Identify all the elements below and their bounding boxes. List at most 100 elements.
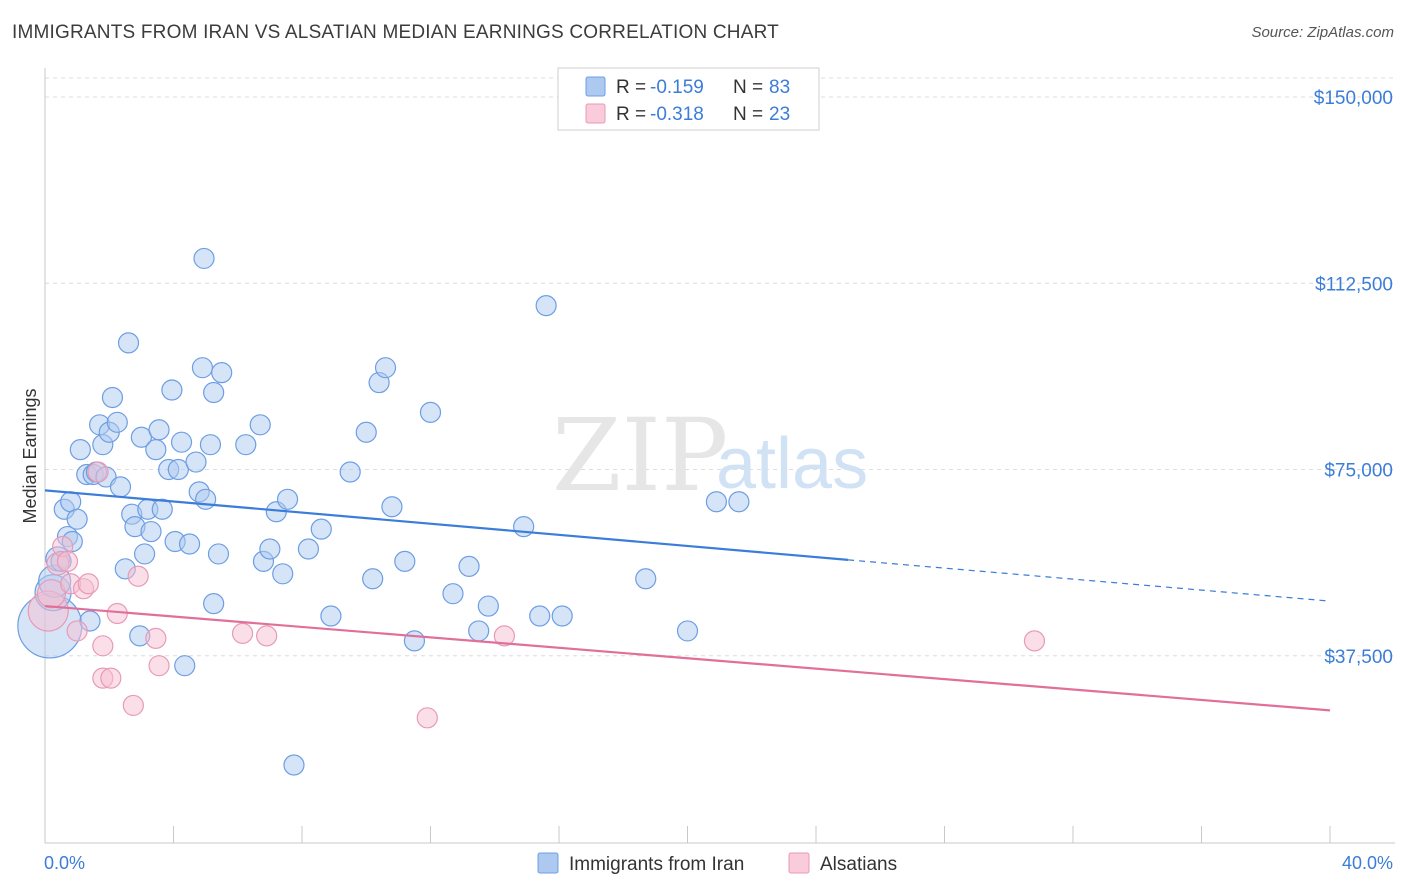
- x-tick-max: 40.0%: [1342, 853, 1393, 873]
- trend-line-alsatians: [44, 604, 1331, 712]
- iran-point-54: [259, 538, 281, 560]
- iran-point-41: [185, 451, 207, 473]
- series-iran-points: [17, 247, 750, 776]
- watermark-zip: ZIP: [552, 397, 728, 514]
- trend-line-iran-extrapolated: [848, 559, 1331, 602]
- iran-point-76: [529, 605, 551, 627]
- iran-point-62: [339, 461, 361, 483]
- iran-point-37: [167, 458, 189, 481]
- iran-point-35: [161, 379, 183, 401]
- alsatians-point-17: [148, 655, 170, 677]
- iran-point-68: [394, 550, 416, 572]
- iran-point-45: [195, 488, 217, 510]
- iran-point-50: [211, 362, 233, 384]
- trend-line-iran: [44, 489, 849, 561]
- iran-point-81: [705, 491, 728, 513]
- legend-r-label-2: R =: [616, 104, 646, 125]
- watermark: ZIP atlas: [552, 397, 868, 514]
- iran-point-61: [320, 605, 342, 627]
- iran-point-47: [203, 381, 225, 404]
- iran-point-58: [283, 754, 305, 776]
- bottom-legend-label-iran: Immigrants from Iran: [569, 854, 744, 875]
- grid-lines: [45, 77, 1395, 657]
- y-tick-label-1: $75,000: [1324, 461, 1393, 482]
- legend: R = -0.159 N = 83 R = -0.318 N = 23: [557, 67, 820, 131]
- y-tick-label-2: $112,500: [1315, 274, 1393, 295]
- bottom-legend-swatch-iran: [537, 852, 559, 874]
- legend-n-label-2: N =: [733, 104, 763, 125]
- legend-n-value-1: 83: [769, 77, 790, 98]
- alsatians-point-10: [92, 635, 114, 657]
- iran-point-66: [374, 357, 397, 379]
- iran-point-28: [133, 543, 156, 565]
- legend-r-value-1: -0.159: [650, 77, 704, 98]
- y-tick-labels: $37,500 $75,000 $112,500 $150,000: [1314, 88, 1393, 668]
- iran-point-79: [635, 568, 657, 590]
- y-tick-label-3: $150,000: [1314, 88, 1393, 109]
- iran-point-40: [178, 533, 201, 555]
- iran-point-30: [140, 520, 162, 543]
- alsatians-point-16: [145, 627, 167, 649]
- iran-point-80: [676, 620, 699, 642]
- iran-point-57: [276, 488, 299, 510]
- alsatians-point-6: [66, 620, 88, 642]
- legend-n-label-1: N =: [733, 77, 763, 98]
- y-axis-label: Median Earnings: [20, 388, 40, 523]
- y-tick-label-0: $37,500: [1324, 647, 1393, 668]
- iran-point-74: [477, 595, 499, 617]
- iran-point-10: [69, 439, 91, 461]
- alsatians-point-12: [100, 667, 122, 689]
- iran-point-21: [109, 476, 132, 498]
- alsatians-point-9: [87, 461, 109, 483]
- legend-swatch-iran: [585, 76, 606, 97]
- bottom-legend: Immigrants from Iran Alsatians: [537, 852, 897, 875]
- iran-point-63: [355, 421, 377, 443]
- iran-point-51: [235, 434, 257, 456]
- iran-point-46: [199, 434, 222, 456]
- iran-point-64: [362, 568, 384, 590]
- iran-point-44: [193, 247, 215, 270]
- iran-point-56: [272, 563, 294, 585]
- axes: [44, 68, 1395, 844]
- bottom-legend-swatch-alsatians: [788, 852, 810, 874]
- iran-point-60: [310, 518, 332, 540]
- iran-point-49: [207, 543, 230, 565]
- iran-point-78: [551, 605, 573, 627]
- alsatians-point-14: [122, 694, 144, 717]
- iran-point-33: [151, 498, 173, 520]
- iran-point-77: [535, 295, 557, 317]
- bottom-legend-label-alsatians: Alsatians: [820, 854, 897, 875]
- iran-point-71: [442, 583, 464, 605]
- watermark-atlas: atlas: [716, 424, 868, 504]
- legend-r-label-1: R =: [616, 77, 646, 98]
- legend-r-value-2: -0.318: [650, 104, 704, 125]
- iran-point-27: [130, 426, 152, 448]
- iran-point-82: [728, 491, 750, 513]
- alsatians-point-4: [56, 550, 79, 572]
- alsatians-point-18: [231, 622, 254, 645]
- iran-point-23: [117, 332, 140, 354]
- iran-point-9: [66, 508, 88, 530]
- x-tick-min: 0.0%: [44, 853, 85, 873]
- chart-title: IMMIGRANTS FROM IRAN VS ALSATIAN MEDIAN …: [12, 22, 779, 43]
- iran-point-38: [170, 431, 193, 453]
- iran-point-72: [458, 555, 480, 577]
- iran-point-20: [106, 411, 128, 433]
- alsatians-point-15: [127, 565, 149, 587]
- trend-lines: [44, 489, 1331, 712]
- iran-point-59: [297, 538, 320, 560]
- iran-point-43: [191, 357, 214, 379]
- alsatians-point-21: [493, 625, 515, 647]
- alsatians-point-20: [416, 707, 438, 729]
- iran-point-75: [513, 516, 535, 538]
- alsatians-point-22: [1023, 630, 1046, 652]
- legend-n-value-2: 23: [769, 104, 790, 125]
- iran-point-52: [249, 414, 271, 436]
- alsatians-point-19: [256, 625, 278, 647]
- alsatians-point-8: [77, 573, 99, 595]
- legend-swatch-alsatians: [585, 103, 606, 124]
- iran-point-31: [145, 439, 167, 461]
- iran-point-32: [148, 419, 170, 441]
- iran-point-39: [174, 655, 196, 677]
